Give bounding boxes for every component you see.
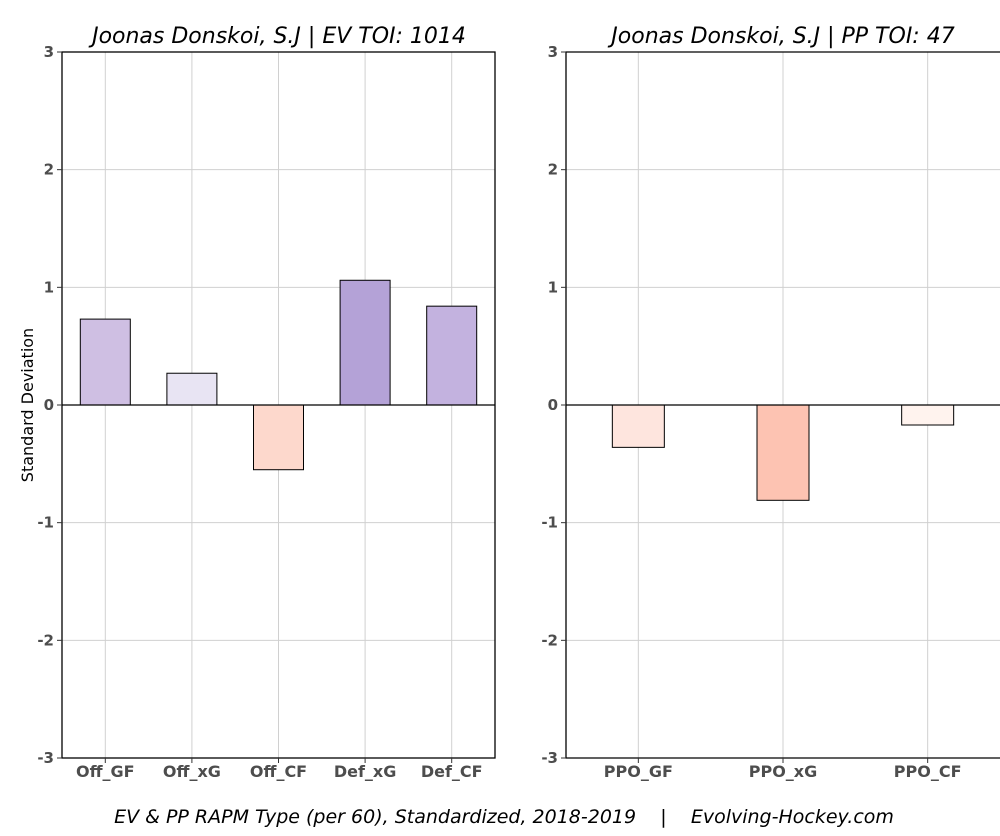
category-label: PPO_xG <box>749 762 818 781</box>
bar-def-cf <box>426 305 478 406</box>
category-label: PPO_GF <box>604 762 673 781</box>
y-tick-label: 3 <box>548 43 558 61</box>
y-tick-label: -2 <box>37 631 54 649</box>
y-tick-label: 2 <box>548 161 558 179</box>
bar-ppo-gf <box>611 404 665 448</box>
category-label: Def_CF <box>421 762 483 781</box>
ev-rapm-panel: -3 -2 -1 0 1 2 3 Off_GF Off_xG Off_CF Def_xG Def_CF… <box>37 24 496 781</box>
y-tick-label: 1 <box>548 278 558 296</box>
y-tick-label: -2 <box>541 631 558 649</box>
y-tick-label: 3 <box>44 43 54 61</box>
bar-def-xg <box>339 279 391 406</box>
bar-ppo-cf <box>901 404 955 426</box>
pp-rapm-panel: -3 -2 -1 0 1 2 3 PPO_GF PPO_xG PPO_CF Joonas Donsk… <box>541 24 1000 781</box>
category-label: Off_GF <box>76 762 135 781</box>
y-tick-label: -1 <box>37 514 54 532</box>
category-label: Off_xG <box>163 762 221 781</box>
category-label: PPO_CF <box>894 762 962 781</box>
bar-off-xg <box>166 372 218 406</box>
panel-title: Joonas Donskoi, S.J | PP TOI: 47 <box>607 24 954 49</box>
y-axis-title: Standard Deviation <box>18 328 37 482</box>
y-tick-label: 0 <box>548 396 558 414</box>
y-tick-label: 1 <box>44 278 54 296</box>
y-tick-label: 0 <box>44 396 54 414</box>
figure-caption: EV & PP RAPM Type (per 60), Standardized… <box>114 806 894 828</box>
bar-ppo-xg <box>756 404 810 501</box>
category-label: Def_xG <box>334 762 397 781</box>
category-label: Off_CF <box>250 762 307 781</box>
y-tick-label: -3 <box>541 749 558 767</box>
y-tick-label: 2 <box>44 161 54 179</box>
y-tick-label: -3 <box>37 749 54 767</box>
bar-off-gf <box>79 318 131 406</box>
bar-off-cf <box>253 404 304 471</box>
y-tick-label: -1 <box>541 514 558 532</box>
panel-title: Joonas Donskoi, S.J | EV TOI: 1014 <box>88 24 466 49</box>
